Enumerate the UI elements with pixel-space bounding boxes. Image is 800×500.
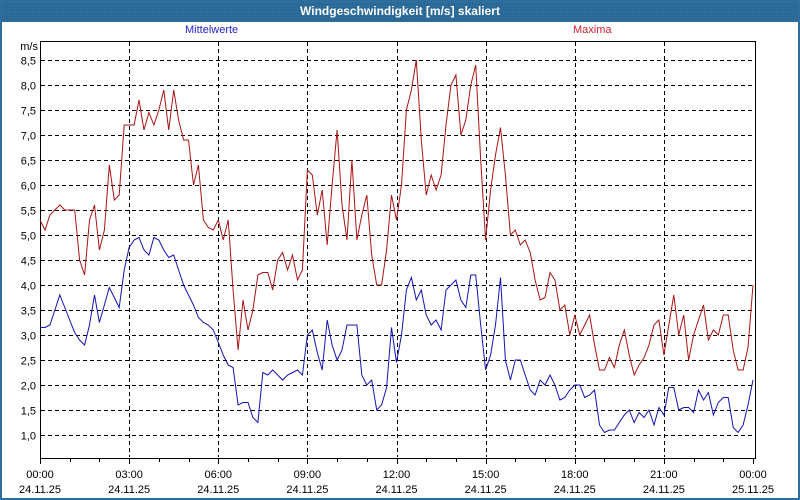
y-tick-label: 8,5 (21, 56, 36, 68)
x-tick-time: 06:00 (204, 469, 232, 481)
y-tick-label: 6,0 (21, 181, 36, 193)
x-tick-date: 24.11.25 (197, 484, 239, 496)
y-tick-label: 2,5 (21, 356, 36, 368)
y-tick-label: 3,0 (21, 331, 36, 343)
x-tick-time: 15:00 (472, 469, 500, 481)
y-tick-label: 1,5 (21, 406, 36, 418)
x-tick-date: 24.11.25 (108, 484, 150, 496)
x-tick-time: 12:00 (383, 469, 411, 481)
x-tick-time: 00:00 (26, 469, 54, 481)
y-axis-unit-label: m/s (20, 41, 38, 53)
x-tick-time: 00:00 (739, 469, 767, 481)
legend-maxima-label: Maxima (573, 24, 612, 36)
legend-mittelwerte-label: Mittelwerte (185, 24, 239, 36)
x-tick-time: 21:00 (650, 469, 678, 481)
title-bar: Windgeschwindigkeit [m/s] skaliert (0, 0, 800, 22)
x-tick-date: 24.11.25 (643, 484, 685, 496)
y-tick-label: 8,0 (21, 81, 36, 93)
x-tick-time: 18:00 (561, 469, 589, 481)
window-title: Windgeschwindigkeit [m/s] skaliert (300, 4, 500, 18)
y-tick-label: 2,0 (21, 381, 36, 393)
y-tick-label: 5,0 (21, 231, 36, 243)
y-tick-label: 4,0 (21, 281, 36, 293)
x-tick-time: 03:00 (115, 469, 143, 481)
plot-area (40, 41, 756, 464)
x-tick-date: 24.11.25 (554, 484, 596, 496)
x-tick-date: 25.11.25 (732, 484, 774, 496)
y-tick-label: 3,5 (21, 306, 36, 318)
series-mittelwerte (40, 236, 754, 434)
y-tick-label: 5,5 (21, 206, 36, 218)
x-tick-date: 24.11.25 (375, 484, 417, 496)
y-tick-label: 6,5 (21, 156, 36, 168)
y-tick-label: 4,5 (21, 256, 36, 268)
series-maxima (39, 59, 754, 377)
y-tick-label: 1,0 (21, 431, 36, 443)
x-tick-date: 24.11.25 (286, 484, 328, 496)
x-tick-date: 24.11.25 (465, 484, 507, 496)
y-tick-label: 7,5 (21, 106, 36, 118)
x-tick-date: 24.11.25 (19, 484, 61, 496)
y-tick-label: 7,0 (21, 131, 36, 143)
x-tick-time: 09:00 (294, 469, 322, 481)
